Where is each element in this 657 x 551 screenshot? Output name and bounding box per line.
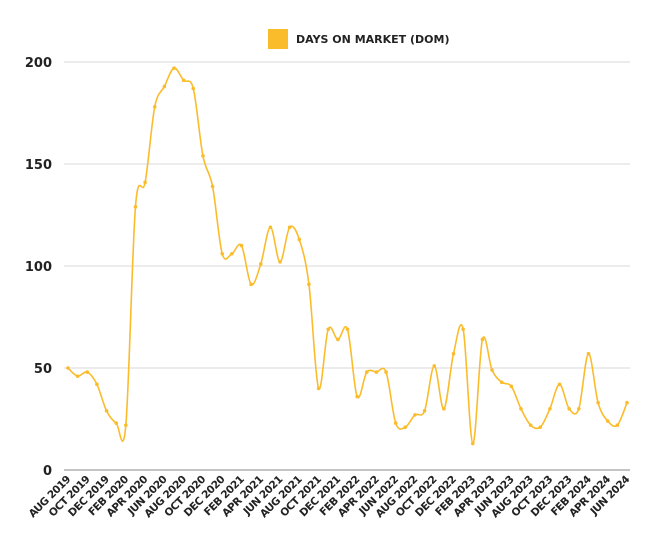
data-point [201, 154, 205, 158]
data-point [66, 366, 70, 370]
data-point [278, 260, 282, 264]
series-line [67, 67, 628, 445]
data-point [364, 370, 369, 374]
data-point [114, 421, 118, 425]
gridlines [64, 61, 630, 471]
y-tick-label: 0 [43, 464, 52, 479]
y-tick-label: 50 [34, 362, 52, 377]
data-point [480, 337, 485, 342]
data-point [577, 407, 581, 411]
legend: DAYS ON MARKET (DOM) [268, 29, 449, 49]
data-point [519, 407, 523, 411]
data-point [499, 380, 504, 385]
data-point [307, 282, 311, 287]
data-point [509, 384, 514, 389]
data-point [393, 421, 398, 425]
legend-label: DAYS ON MARKET (DOM) [296, 33, 449, 46]
data-point [557, 382, 562, 387]
data-point [85, 370, 90, 374]
data-point [249, 282, 253, 287]
series-days-on-market [66, 66, 629, 446]
data-point [239, 243, 244, 248]
data-point [413, 413, 417, 417]
data-point [461, 327, 465, 332]
data-point [432, 364, 437, 368]
data-point [152, 105, 157, 109]
data-point [220, 251, 225, 256]
data-point [403, 425, 408, 429]
data-point [625, 400, 629, 405]
data-point [143, 180, 147, 185]
legend-swatch [268, 29, 288, 49]
data-point [538, 425, 543, 429]
data-point [451, 351, 456, 356]
data-point [384, 370, 388, 374]
data-point [75, 374, 80, 378]
data-point [172, 66, 176, 70]
data-point [422, 409, 427, 413]
data-point [191, 86, 196, 91]
data-point [95, 382, 99, 387]
data-point [528, 423, 533, 427]
data-point [336, 337, 340, 342]
data-point [596, 400, 600, 405]
data-point [133, 205, 138, 209]
data-point [586, 351, 591, 356]
data-point [230, 251, 234, 256]
data-point [326, 327, 331, 332]
data-point [210, 184, 215, 189]
data-point [355, 394, 359, 399]
data-point [442, 407, 446, 411]
data-point [181, 78, 186, 83]
data-point [258, 262, 263, 266]
data-point [470, 441, 475, 446]
data-point [345, 327, 350, 332]
data-point [490, 368, 494, 372]
data-point [162, 84, 167, 89]
data-point [297, 237, 302, 242]
data-point [104, 409, 109, 413]
data-point [615, 423, 620, 427]
data-point [268, 225, 273, 230]
y-tick-label: 200 [25, 56, 52, 71]
data-point [567, 407, 571, 411]
y-axis-ticks: 0 50 100 150 200 [25, 56, 52, 479]
y-tick-label: 150 [25, 158, 52, 173]
data-point [287, 225, 292, 230]
data-point [316, 386, 321, 391]
data-point [548, 407, 552, 411]
data-point [374, 370, 379, 374]
data-point [605, 419, 610, 423]
data-point [124, 423, 128, 427]
y-tick-label: 100 [25, 260, 52, 275]
